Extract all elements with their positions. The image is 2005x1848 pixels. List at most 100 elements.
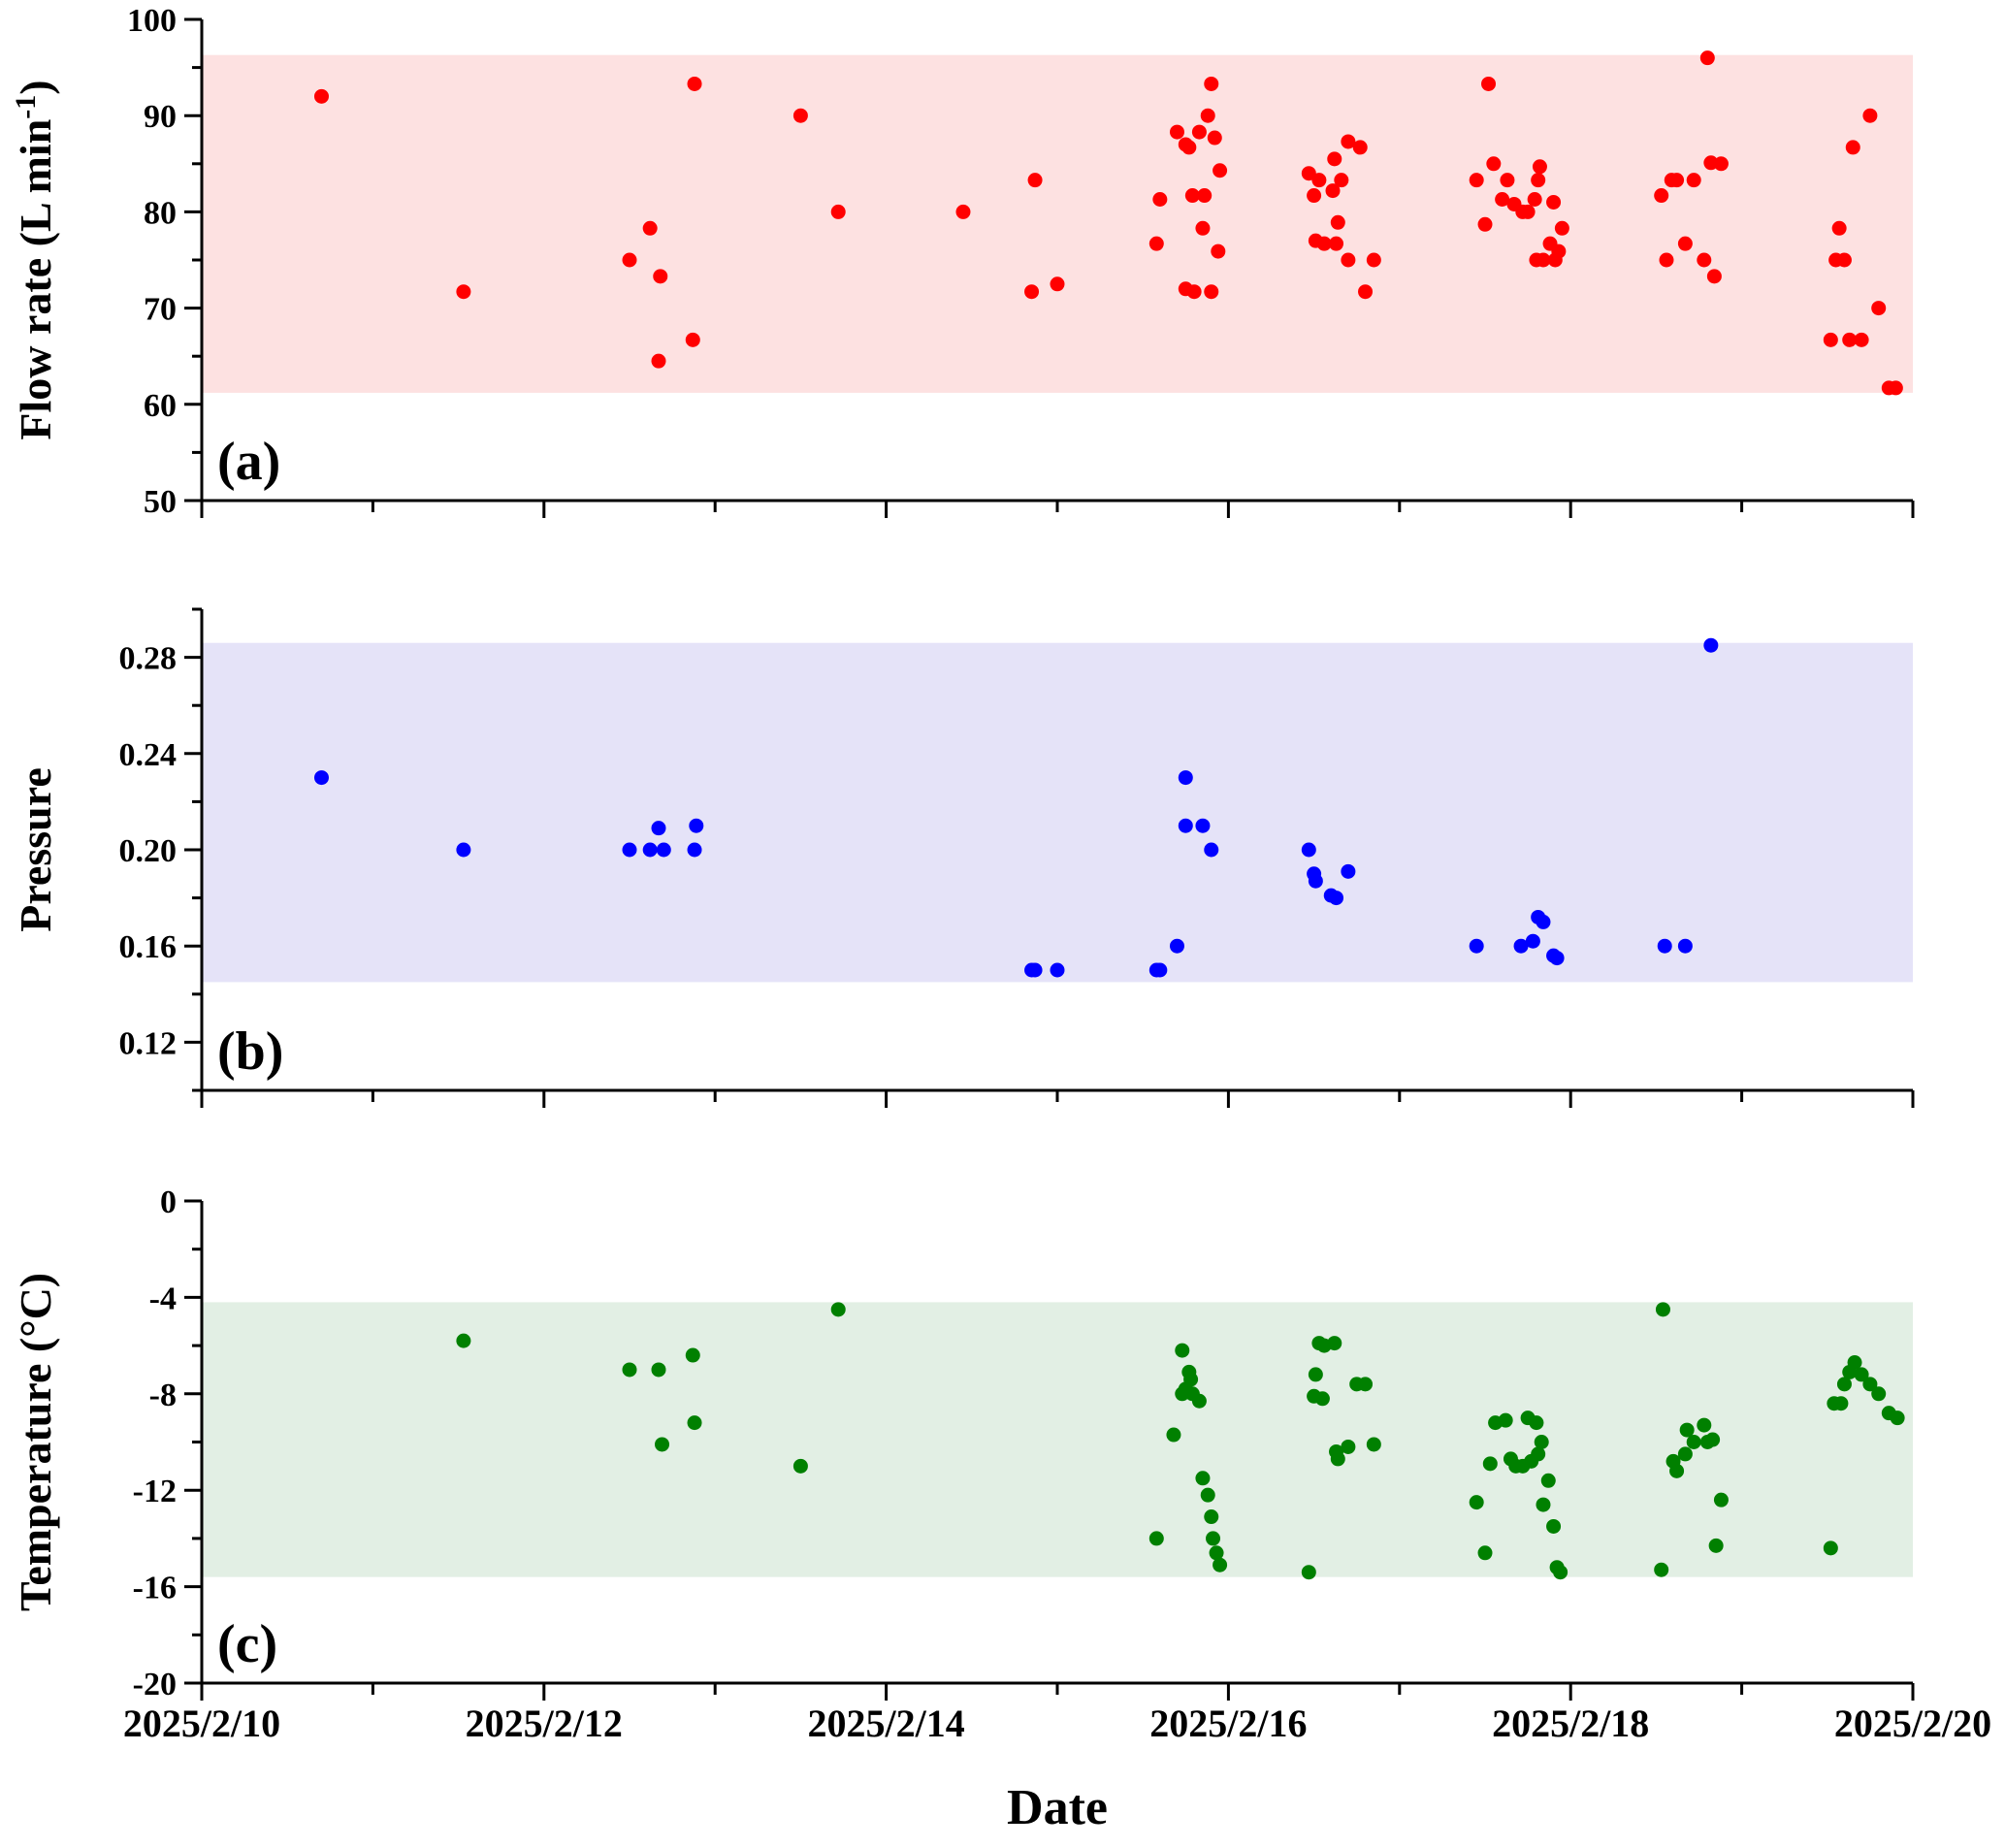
data-point: [1495, 192, 1510, 208]
data-point: [689, 818, 704, 833]
data-point: [1708, 1538, 1724, 1553]
data-point: [1842, 332, 1858, 347]
data-point: [955, 204, 971, 219]
data-point: [1358, 284, 1374, 300]
data-point: [1308, 1367, 1323, 1382]
data-point: [1027, 962, 1043, 978]
data-point: [1200, 1487, 1215, 1503]
data-point: [792, 1458, 808, 1474]
y-tick-label: -20: [133, 1667, 177, 1702]
data-point: [1469, 173, 1484, 188]
data-point: [830, 1302, 846, 1317]
data-point: [1366, 1437, 1381, 1452]
data-point: [1308, 873, 1323, 889]
data-point: [1327, 151, 1342, 167]
data-point: [456, 842, 471, 858]
y-tick-label: 80: [144, 195, 177, 231]
data-point: [1657, 938, 1672, 954]
data-point: [656, 842, 671, 858]
data-point: [685, 332, 700, 347]
y-tick-label: 100: [127, 3, 177, 39]
panel-label: (c): [217, 1614, 277, 1674]
data-point: [1307, 188, 1322, 204]
data-point: [1706, 269, 1722, 284]
data-point: [1329, 891, 1344, 906]
data-point: [1330, 1451, 1345, 1467]
data-point: [1330, 214, 1345, 230]
data-point: [1527, 192, 1542, 208]
data-point: [1546, 194, 1562, 210]
data-point: [792, 108, 808, 123]
data-point: [1669, 1463, 1685, 1478]
data-point: [1195, 818, 1211, 833]
data-point: [1181, 140, 1197, 155]
data-point: [1697, 252, 1712, 268]
data-point: [1677, 938, 1693, 954]
data-point: [1549, 951, 1565, 966]
data-point: [1178, 770, 1193, 786]
data-point: [1854, 1367, 1869, 1382]
data-point: [1301, 166, 1316, 181]
data-point: [1148, 236, 1164, 251]
data-point: [1513, 938, 1529, 954]
y-axis-label: Pressure: [11, 767, 60, 932]
data-point: [1546, 1518, 1562, 1534]
data-point: [1301, 1565, 1316, 1580]
data-point: [1536, 914, 1551, 929]
y-axis-label: Temperature (°C): [11, 1273, 60, 1611]
data-point: [1655, 1302, 1670, 1317]
data-point: [1175, 1343, 1190, 1358]
data-point: [1532, 159, 1547, 175]
data-point: [1833, 1396, 1849, 1411]
panel-label: (b): [217, 1021, 283, 1082]
data-point: [1477, 216, 1493, 232]
data-point: [313, 770, 329, 786]
data-point: [1211, 243, 1226, 259]
data-point: [1697, 1417, 1712, 1433]
data-point: [1204, 76, 1219, 91]
y-axis-label-superscript: -1: [10, 95, 42, 119]
range-band: [202, 1302, 1913, 1577]
data-point: [685, 1347, 700, 1363]
data-point: [1341, 134, 1356, 149]
data-point: [1498, 1412, 1513, 1428]
data-point: [622, 252, 637, 268]
data-point: [651, 1362, 666, 1378]
data-point: [1169, 938, 1184, 954]
data-point: [1529, 1415, 1544, 1431]
x-tick-label: 2025/2/20: [1834, 1702, 1991, 1745]
y-tick-label: 60: [144, 388, 177, 424]
data-point: [1341, 252, 1356, 268]
data-point: [1713, 1492, 1729, 1508]
data-point: [642, 842, 658, 858]
data-point: [1540, 1473, 1556, 1488]
data-point: [1871, 1386, 1887, 1402]
data-point: [1206, 1531, 1221, 1546]
data-point: [1166, 1427, 1181, 1443]
data-point: [1366, 252, 1381, 268]
data-point: [456, 1333, 471, 1348]
data-point: [687, 842, 702, 858]
data-point: [622, 842, 637, 858]
data-point: [1469, 938, 1484, 954]
data-point: [1204, 284, 1219, 300]
data-point: [1531, 1446, 1546, 1462]
data-point: [1531, 173, 1546, 188]
data-point: [1520, 204, 1536, 219]
data-point: [830, 204, 846, 219]
y-tick-label: -16: [133, 1571, 177, 1606]
data-point: [1197, 188, 1213, 204]
data-point: [1183, 1372, 1199, 1387]
data-point: [1200, 108, 1215, 123]
data-point: [651, 353, 666, 369]
data-point: [1477, 1545, 1493, 1561]
data-point: [1481, 76, 1497, 91]
data-point: [1186, 284, 1202, 300]
data-point: [1152, 962, 1168, 978]
y-tick-label: 0: [160, 1184, 177, 1220]
data-point: [1823, 1540, 1838, 1556]
data-point: [1325, 183, 1341, 199]
y-tick-label: 0.16: [119, 929, 178, 965]
data-point: [1050, 276, 1065, 292]
